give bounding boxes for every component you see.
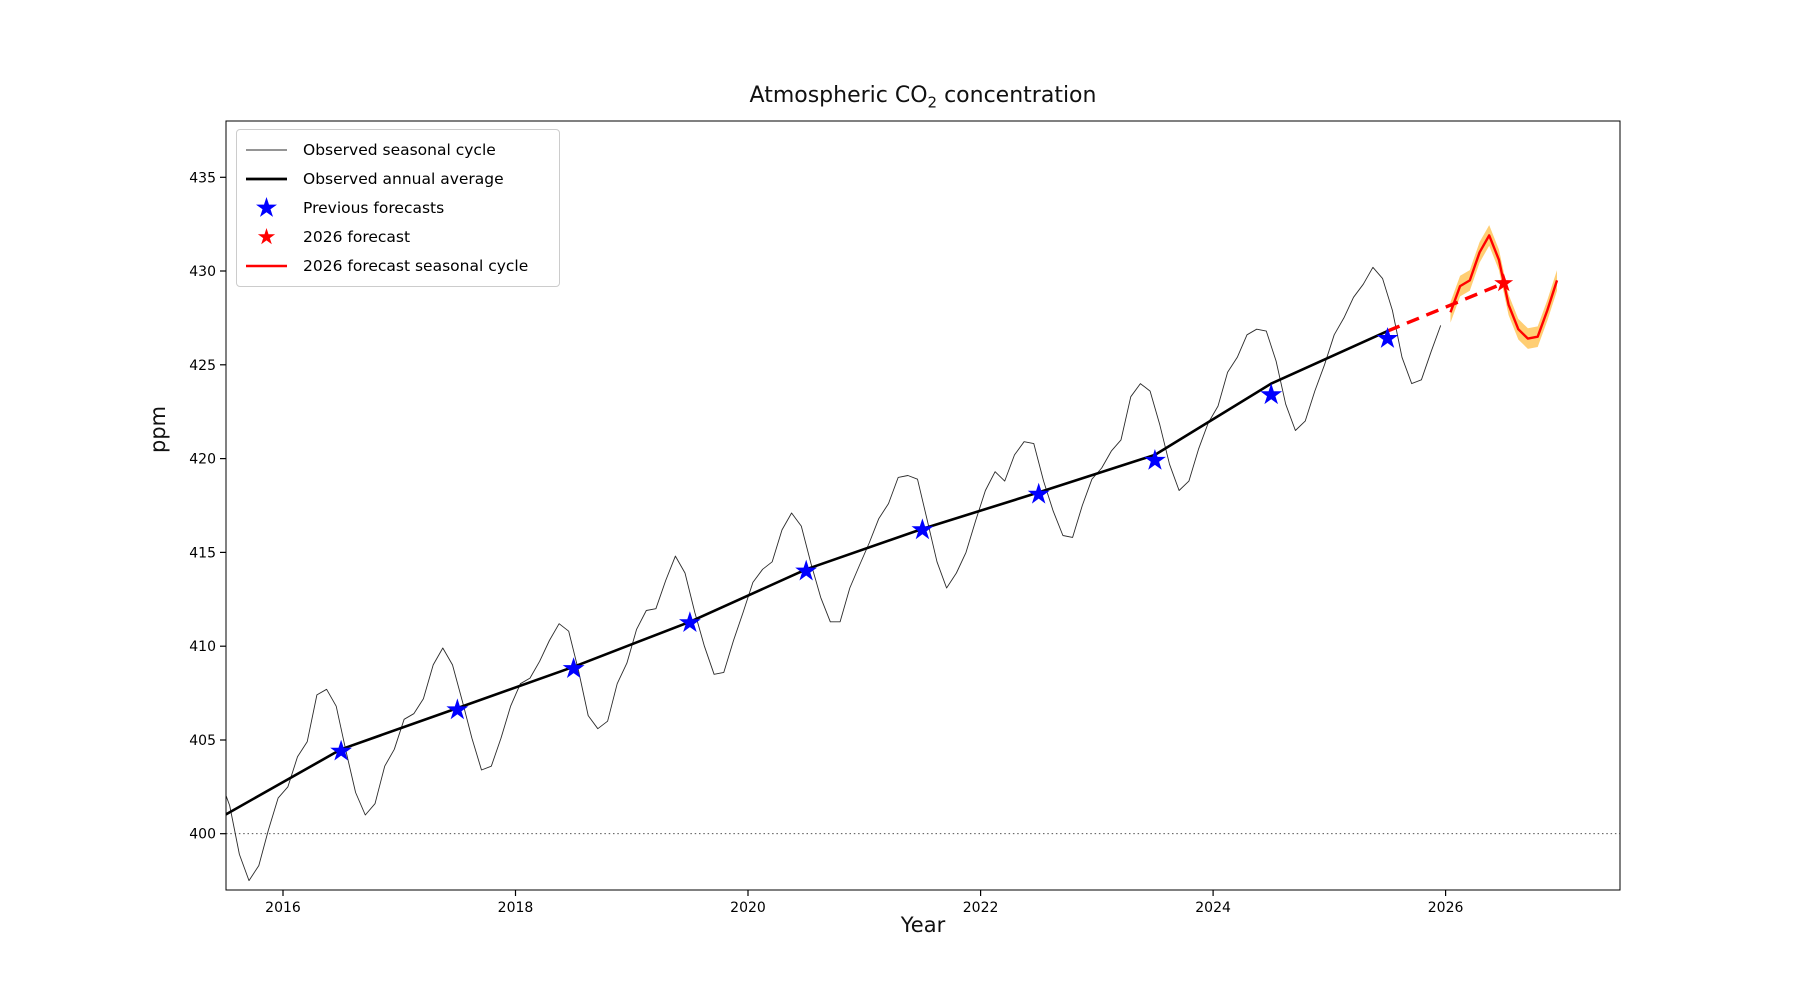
previous-forecast-star (446, 698, 469, 720)
y-tick-label: 410 (189, 639, 216, 655)
red-line-sample-icon (244, 256, 289, 276)
previous-forecast-star (1260, 383, 1283, 405)
previous-forecast-star (795, 559, 818, 581)
y-tick-label: 400 (189, 827, 216, 843)
previous-forecast-star (1027, 482, 1050, 504)
y-tick-label: 420 (189, 452, 216, 468)
y-tick-label: 425 (189, 358, 216, 374)
blue-star-icon (244, 196, 289, 220)
chart-title-subscript: 2 (927, 93, 938, 112)
legend-item-previous-forecasts: Previous forecasts (237, 193, 559, 222)
previous-forecast-star (330, 739, 352, 761)
previous-forecast-star (1144, 449, 1166, 470)
plot-border (225, 120, 1621, 891)
thin-line-sample-icon (244, 140, 289, 160)
red-star-icon (244, 225, 289, 249)
legend-item-2026-forecast-seasonal-cycle: 2026 forecast seasonal cycle (237, 251, 559, 280)
y-tick-label: 415 (189, 545, 216, 561)
previous-forecast-star (1376, 327, 1399, 348)
y-tick-label: 435 (189, 170, 216, 186)
x-tick-label: 2026 (1428, 900, 1464, 916)
legend-label: 2026 forecast seasonal cycle (303, 256, 529, 275)
legend-label: Previous forecasts (303, 198, 445, 217)
chart-title-text-suffix: concentration (937, 83, 1097, 108)
previous-forecast-star (911, 518, 934, 540)
legend-item-2026-forecast: 2026 forecast (237, 222, 559, 251)
x-tick-label: 2016 (265, 900, 301, 916)
forecast-2026-star (1494, 273, 1514, 292)
thick-line-sample-icon (244, 169, 289, 189)
y-tick-label: 405 (189, 733, 216, 749)
legend: Observed seasonal cycle Observed annual … (236, 129, 560, 287)
chart-title: Atmospheric CO2 concentration (226, 82, 1620, 116)
previous-forecast-star (679, 611, 701, 632)
chart-title-text: Atmospheric CO (749, 83, 928, 108)
legend-label: Observed seasonal cycle (303, 140, 496, 159)
y-tick-label: 430 (189, 264, 216, 280)
legend-item-observed-annual-average: Observed annual average (237, 164, 559, 193)
previous-forecast-star (562, 657, 585, 678)
legend-item-observed-seasonal-cycle: Observed seasonal cycle (237, 135, 559, 164)
series-group (226, 225, 1559, 882)
legend-label: 2026 forecast (303, 227, 411, 246)
x-tick-label: 2018 (498, 900, 534, 916)
forecast-connector-dashed-line (1386, 281, 1505, 333)
x-axis-label: Year (900, 913, 946, 937)
legend-label: Observed annual average (303, 169, 504, 188)
x-tick-label: 2024 (1195, 900, 1231, 916)
observed-seasonal-cycle-line (226, 266, 1442, 882)
y-axis-label: ppm (146, 405, 170, 453)
x-tick-label: 2022 (963, 900, 999, 916)
x-tick-label: 2020 (730, 900, 766, 916)
